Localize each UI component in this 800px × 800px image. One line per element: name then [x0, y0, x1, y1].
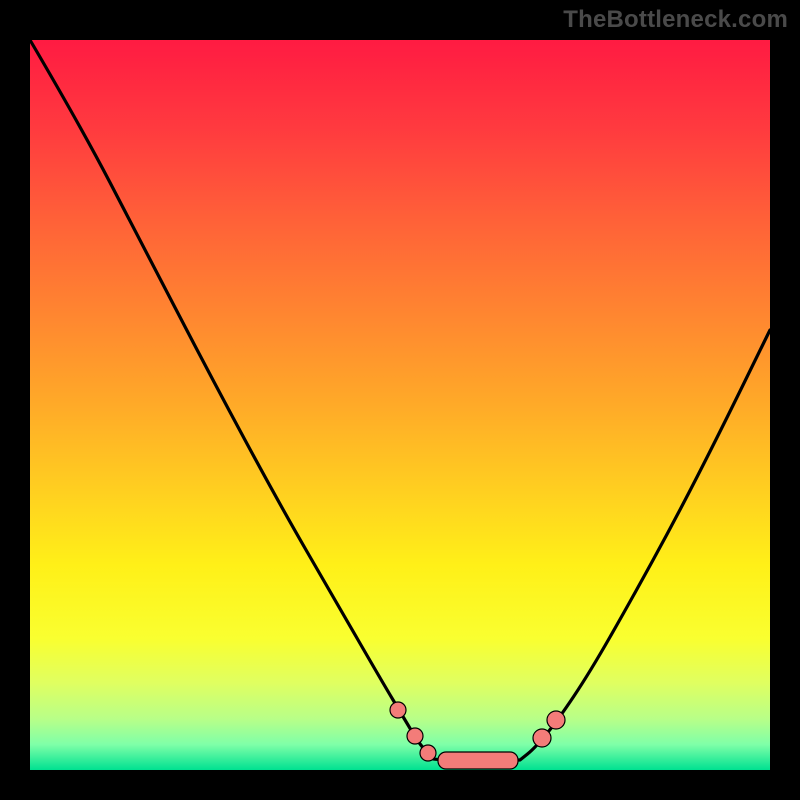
chart-canvas: TheBottleneck.com	[0, 0, 800, 800]
curve-marker-dot	[547, 711, 565, 729]
gradient-plot-area	[30, 40, 770, 770]
attribution-label: TheBottleneck.com	[563, 6, 788, 34]
curve-marker-dot	[390, 702, 406, 718]
curve-marker-dot	[407, 728, 423, 744]
valley-marker-bar	[438, 752, 518, 769]
curve-marker-dot	[420, 745, 436, 761]
chart-svg	[0, 0, 800, 800]
curve-marker-dot	[533, 729, 551, 747]
